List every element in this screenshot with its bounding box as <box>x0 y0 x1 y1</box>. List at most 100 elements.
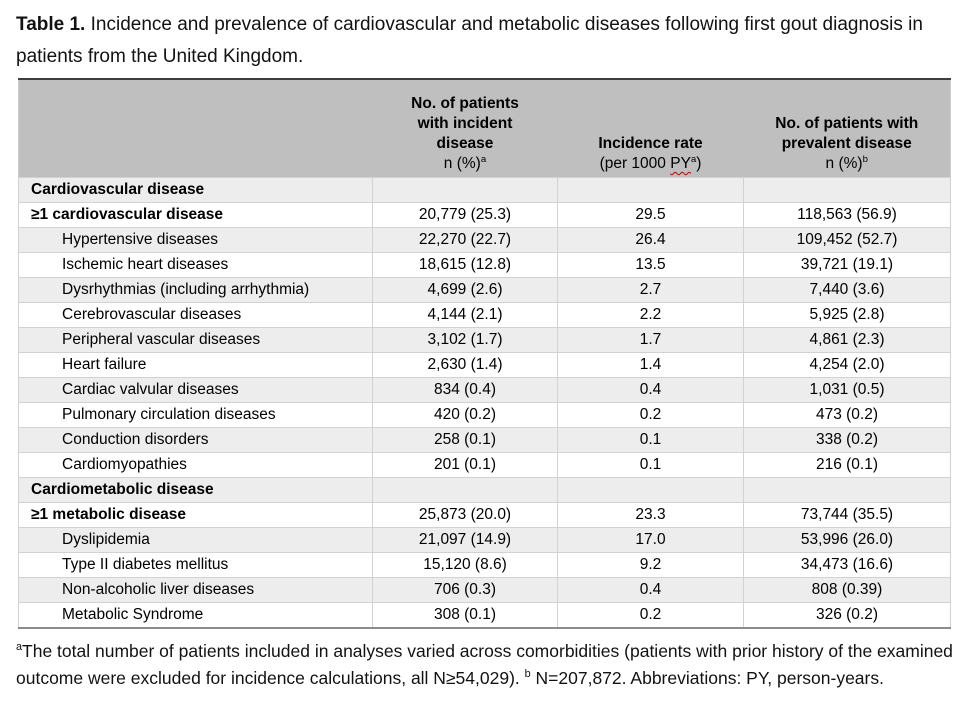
cell-prevalent <box>743 177 951 203</box>
row-label: Cardiovascular disease <box>18 177 373 203</box>
table-row: Cardiovascular disease <box>18 177 951 203</box>
header-subline: n (%)b <box>746 154 949 174</box>
cell-incidence-rate <box>557 177 744 203</box>
header-line: Incidence rate <box>598 135 703 152</box>
cell-prevalent: 109,452 (52.7) <box>743 227 951 253</box>
footnote-marker-a: a <box>690 153 697 165</box>
row-label: Dyslipidemia <box>18 527 373 553</box>
row-label: Cardiomyopathies <box>18 452 373 478</box>
header-rate-unit-prefix: (per 1000 <box>599 155 671 172</box>
cell-incident: 21,097 (14.9) <box>372 527 558 553</box>
header-line: prevalent disease <box>781 135 912 152</box>
row-label: Pulmonary circulation diseases <box>18 402 373 428</box>
table-row: Non-alcoholic liver diseases 706 (0.3) 0.4… <box>18 577 951 603</box>
cell-prevalent: 4,254 (2.0) <box>743 352 951 378</box>
cell-incident: 308 (0.1) <box>372 602 558 629</box>
table-row: Type II diabetes mellitus 15,120 (8.6) 9.2… <box>18 552 951 578</box>
cell-incident: 3,102 (1.7) <box>372 327 558 353</box>
row-label: Conduction disorders <box>18 427 373 453</box>
cell-incident: 258 (0.1) <box>372 427 558 453</box>
cell-incident: 25,873 (20.0) <box>372 502 558 528</box>
table-row: Dyslipidemia 21,097 (14.9) 17.0 53,996 (26.… <box>18 527 951 553</box>
footnote-marker-a: a <box>480 153 487 165</box>
table-row: Ischemic heart diseases 18,615 (12.8) 13.5… <box>18 252 951 278</box>
cell-incidence-rate <box>557 477 744 503</box>
table-caption-text: Incidence and prevalence of cardiovascul… <box>16 14 923 67</box>
row-label: Type II diabetes mellitus <box>18 552 373 578</box>
header-cell-rate: Incidence rate (per 1000 PYa) <box>557 79 744 178</box>
data-table: No. of patients with incident disease n … <box>18 78 951 629</box>
cell-prevalent: 216 (0.1) <box>743 452 951 478</box>
header-line: No. of patients <box>411 95 519 112</box>
row-label: Cerebrovascular diseases <box>18 302 373 328</box>
cell-prevalent: 5,925 (2.8) <box>743 302 951 328</box>
cell-incident <box>372 177 558 203</box>
cell-incident: 15,120 (8.6) <box>372 552 558 578</box>
cell-prevalent: 326 (0.2) <box>743 602 951 629</box>
row-label: Metabolic Syndrome <box>18 602 373 629</box>
cell-prevalent: 1,031 (0.5) <box>743 377 951 403</box>
header-subline: n (%)a <box>375 154 556 174</box>
header-rate-unit-suffix: ) <box>696 155 702 172</box>
table-caption-label: Table 1. <box>16 14 86 35</box>
table-row: Cerebrovascular diseases 4,144 (2.1) 2.2 5,… <box>18 302 951 328</box>
cell-prevalent <box>743 477 951 503</box>
cell-incident: 201 (0.1) <box>372 452 558 478</box>
row-label: Peripheral vascular diseases <box>18 327 373 353</box>
header-cell-incident: No. of patients with incident disease n … <box>372 79 558 178</box>
table-row: Hypertensive diseases 22,270 (22.7) 26.4 10… <box>18 227 951 253</box>
table-row: ≥1 metabolic disease 25,873 (20.0) 23.3 73,… <box>18 502 951 528</box>
cell-prevalent: 473 (0.2) <box>743 402 951 428</box>
footnote-marker-b: b <box>524 668 531 681</box>
header-row: No. of patients with incident disease n … <box>18 79 951 178</box>
header-cell-empty <box>18 79 373 178</box>
cell-prevalent: 4,861 (2.3) <box>743 327 951 353</box>
footnote-text-b: N=207,872. Abbreviations: PY, person-yea… <box>530 668 884 688</box>
footnote: aThe total number of patients included i… <box>16 638 964 692</box>
cell-incidence-rate: 0.2 <box>557 402 744 428</box>
header-line: with incident <box>417 115 513 132</box>
header-line: No. of patients with <box>775 115 919 132</box>
cell-incident: 4,144 (2.1) <box>372 302 558 328</box>
header-line: disease <box>436 135 494 152</box>
footnote-marker-a: a <box>16 641 23 654</box>
header-subline: (per 1000 PYa) <box>560 154 742 174</box>
table-caption: Table 1. Incidence and prevalence of car… <box>16 9 964 73</box>
cell-incidence-rate: 0.4 <box>557 577 744 603</box>
cell-prevalent: 73,744 (35.5) <box>743 502 951 528</box>
cell-incidence-rate: 9.2 <box>557 552 744 578</box>
cell-prevalent: 808 (0.39) <box>743 577 951 603</box>
cell-prevalent: 53,996 (26.0) <box>743 527 951 553</box>
cell-incident: 2,630 (1.4) <box>372 352 558 378</box>
cell-prevalent: 39,721 (19.1) <box>743 252 951 278</box>
cell-incidence-rate: 29.5 <box>557 202 744 228</box>
cell-incidence-rate: 26.4 <box>557 227 744 253</box>
cell-prevalent: 7,440 (3.6) <box>743 277 951 303</box>
table-row: ≥1 cardiovascular disease 20,779 (25.3) 29… <box>18 202 951 228</box>
table-row: Peripheral vascular diseases 3,102 (1.7) 1… <box>18 327 951 353</box>
cell-incidence-rate: 13.5 <box>557 252 744 278</box>
footnote-text-a: The total number of patients included in… <box>16 641 953 688</box>
table-row: Conduction disorders 258 (0.1) 0.1 338 (0.2… <box>18 427 951 453</box>
cell-incident: 420 (0.2) <box>372 402 558 428</box>
cell-incident <box>372 477 558 503</box>
row-label: Cardiac valvular diseases <box>18 377 373 403</box>
header-cell-prevalent: No. of patients with prevalent disease n… <box>743 79 951 178</box>
table-row: Cardiac valvular diseases 834 (0.4) 0.4 1,0… <box>18 377 951 403</box>
row-label: Ischemic heart diseases <box>18 252 373 278</box>
cell-incident: 22,270 (22.7) <box>372 227 558 253</box>
cell-prevalent: 118,563 (56.9) <box>743 202 951 228</box>
row-label: Cardiometabolic disease <box>18 477 373 503</box>
cell-incident: 834 (0.4) <box>372 377 558 403</box>
table-row: Metabolic Syndrome 308 (0.1) 0.2 326 (0.2) <box>18 602 951 629</box>
row-label: Dysrhythmias (including arrhythmia) <box>18 277 373 303</box>
footnote-marker-b: b <box>862 153 868 165</box>
table-row: Heart failure 2,630 (1.4) 1.4 4,254 (2.0) <box>18 352 951 378</box>
cell-incidence-rate: 1.4 <box>557 352 744 378</box>
cell-incidence-rate: 0.2 <box>557 602 744 629</box>
cell-incidence-rate: 0.1 <box>557 427 744 453</box>
table-row: Cardiomyopathies 201 (0.1) 0.1 216 (0.1) <box>18 452 951 478</box>
row-label: Non-alcoholic liver diseases <box>18 577 373 603</box>
row-label: Heart failure <box>18 352 373 378</box>
row-label: ≥1 metabolic disease <box>18 502 373 528</box>
